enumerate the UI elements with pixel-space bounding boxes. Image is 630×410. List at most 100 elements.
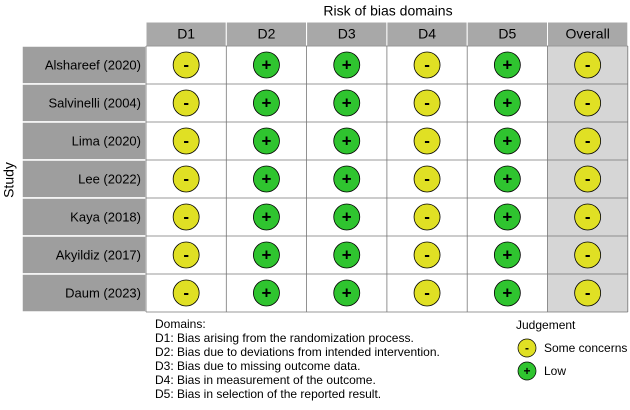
judgement-symbol: + (261, 245, 271, 264)
domain-item: D4: Bias in measurement of the outcome. (155, 373, 376, 387)
judgement-dot (493, 51, 521, 79)
judgement-dot (574, 89, 602, 117)
study-cell (21, 235, 147, 275)
judgement-dot (574, 279, 602, 307)
judgement-symbol: - (585, 131, 591, 150)
judgement-dot (574, 203, 602, 231)
study-cell (21, 159, 147, 199)
study-name: Lima (2020) (72, 133, 141, 148)
judgement-symbol: - (585, 283, 591, 302)
domain-item: D5: Bias in selection of the reported re… (155, 387, 381, 401)
judgement-symbol: + (261, 283, 271, 302)
judgement-dot (493, 241, 521, 269)
y-label: Study (1, 162, 17, 198)
judgement-symbol: + (502, 93, 512, 112)
legend-symbol: + (523, 364, 530, 378)
judgement-symbol: - (585, 55, 591, 74)
judgement-symbol: + (342, 245, 352, 264)
judgement-symbol: - (183, 245, 189, 264)
judgement-symbol: - (183, 283, 189, 302)
judgement-dot (333, 127, 361, 155)
judgement-dot (493, 127, 521, 155)
study-name: Kaya (2018) (70, 209, 141, 224)
judgement-symbol: + (502, 131, 512, 150)
column-header-bg (145, 21, 227, 47)
judgement-symbol: + (261, 131, 271, 150)
domain-item: D1: Bias arising from the randomization … (155, 331, 414, 345)
judgement-dot (172, 127, 200, 155)
study-cell (21, 83, 147, 123)
judgement-symbol: - (183, 207, 189, 226)
judgement-symbol: + (502, 169, 512, 188)
judgement-symbol: - (424, 131, 430, 150)
column-header-bg (225, 21, 308, 47)
judgement-dot (253, 203, 280, 231)
legend-label: Low (544, 364, 566, 378)
judgement-symbol: - (585, 169, 591, 188)
title: Risk of bias domains (323, 3, 452, 19)
judgement-dot (172, 203, 200, 231)
judgement-symbol: - (183, 55, 189, 74)
study-cell (21, 121, 147, 161)
judgement-dot (413, 241, 441, 269)
judgement-dot (333, 89, 361, 117)
study-name: Lee (2022) (78, 171, 141, 186)
column-header: D2 (257, 26, 275, 42)
judgement-dot (493, 279, 521, 307)
legend-title: Judgement (516, 318, 576, 332)
judgement-dot (333, 279, 361, 307)
judgement-symbol: - (424, 283, 430, 302)
domain-item: D2: Bias due to deviations from intended… (155, 345, 440, 359)
judgement-dot (574, 127, 602, 155)
study-cell (21, 273, 147, 313)
judgement-symbol: + (261, 207, 271, 226)
judgement-symbol: - (183, 169, 189, 188)
legend-symbol: - (525, 341, 529, 355)
study-name: Salvinelli (2004) (49, 95, 142, 110)
judgement-symbol: - (424, 55, 430, 74)
judgement-dot (413, 203, 441, 231)
judgement-symbol: + (342, 131, 352, 150)
judgement-dot (333, 203, 361, 231)
judgement-dot (493, 165, 521, 193)
column-header: Overall (565, 26, 609, 42)
judgement-symbol: + (342, 169, 352, 188)
judgement-symbol: + (502, 283, 512, 302)
judgement-symbol: + (342, 207, 352, 226)
judgement-symbol: + (261, 93, 271, 112)
column-header: D3 (338, 26, 356, 42)
judgement-symbol: + (342, 93, 352, 112)
column-header: D4 (418, 26, 436, 42)
column-header-bg (306, 21, 388, 47)
judgement-dot (333, 241, 361, 269)
judgement-dot (574, 241, 602, 269)
judgement-symbol: - (585, 245, 591, 264)
judgement-dot (574, 165, 602, 193)
judgement-dot (333, 165, 361, 193)
judgement-symbol: - (183, 131, 189, 150)
judgement-dot (574, 51, 602, 79)
judgement-dot (413, 165, 441, 193)
judgement-symbol: - (585, 93, 591, 112)
judgement-symbol: - (585, 207, 591, 226)
study-name: Daum (2023) (65, 285, 141, 300)
judgement-dot (253, 165, 280, 193)
judgement-dot (493, 89, 521, 117)
column-header: D1 (177, 26, 195, 42)
judgement-symbol: - (183, 93, 189, 112)
study-name: Alshareef (2020) (45, 57, 141, 72)
judgement-symbol: + (502, 245, 512, 264)
judgement-dot (172, 165, 200, 193)
legend-label: Some concerns (544, 341, 627, 355)
judgement-dot (172, 241, 200, 269)
judgement-symbol: - (424, 207, 430, 226)
domain-item: D3: Bias due to missing outcome data. (155, 359, 360, 373)
judgement-dot (253, 127, 280, 155)
study-name: Akyildiz (2017) (56, 247, 141, 262)
judgement-symbol: + (342, 283, 352, 302)
legend-dot (517, 361, 537, 381)
judgement-dot (333, 51, 361, 79)
judgement-symbol: + (502, 207, 512, 226)
judgement-symbol: - (424, 93, 430, 112)
judgement-dot (172, 279, 200, 307)
